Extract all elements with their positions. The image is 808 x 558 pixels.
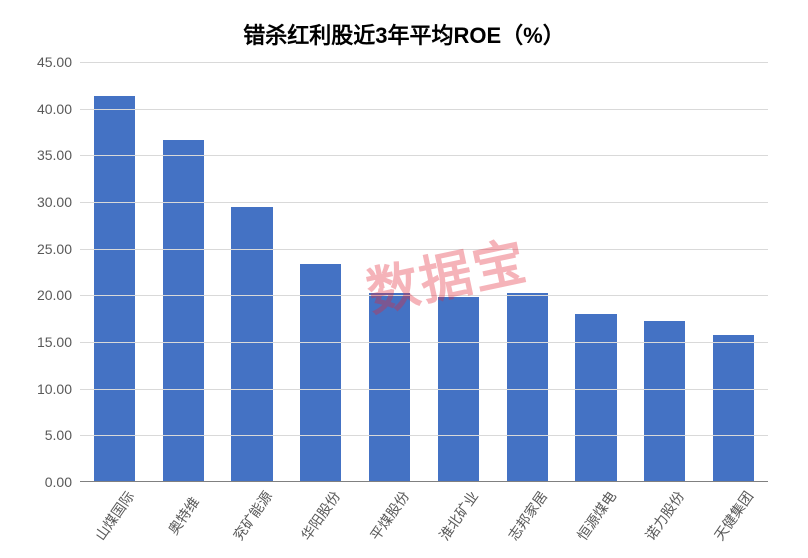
grid-line (80, 389, 768, 390)
x-tick-label: 平煤股份 (362, 482, 418, 550)
grid-line (80, 249, 768, 250)
bar-wrap (493, 62, 562, 482)
bar-wrap (355, 62, 424, 482)
y-axis: 0.005.0010.0015.0020.0025.0030.0035.0040… (30, 62, 80, 482)
bar (300, 264, 341, 482)
y-tick-label: 0.00 (45, 474, 72, 490)
grid-line (80, 295, 768, 296)
x-axis-line (80, 481, 768, 482)
grid-line (80, 109, 768, 110)
x-tick-label: 诺力股份 (637, 482, 693, 550)
bar (163, 140, 204, 482)
bar (713, 335, 754, 482)
bar-wrap (699, 62, 768, 482)
x-tick-label: 志邦家居 (499, 482, 555, 550)
bar (575, 314, 616, 482)
bar-wrap (149, 62, 218, 482)
bar-wrap (562, 62, 631, 482)
x-tick-label: 奥特维 (155, 482, 211, 550)
bar (644, 321, 685, 482)
y-tick-label: 15.00 (37, 334, 72, 350)
y-tick-label: 45.00 (37, 54, 72, 70)
x-tick-label: 淮北矿业 (431, 482, 487, 550)
chart-title: 错杀红利股近3年平均ROE（%） (30, 18, 778, 50)
x-tick-label: 华阳股份 (293, 482, 349, 550)
grid-line (80, 155, 768, 156)
y-tick-label: 25.00 (37, 241, 72, 257)
bar-wrap (424, 62, 493, 482)
y-tick-label: 35.00 (37, 147, 72, 163)
y-tick-label: 40.00 (37, 101, 72, 117)
grid-line (80, 202, 768, 203)
y-tick-label: 5.00 (45, 427, 72, 443)
chart-container: 错杀红利股近3年平均ROE（%） 0.005.0010.0015.0020.00… (0, 0, 808, 558)
x-tick-label: 恒源煤电 (568, 482, 624, 550)
bar-wrap (218, 62, 287, 482)
y-tick-label: 10.00 (37, 381, 72, 397)
x-tick-label: 兖矿能源 (224, 482, 280, 550)
bar-wrap (286, 62, 355, 482)
bar-wrap (80, 62, 149, 482)
bar (94, 96, 135, 482)
y-tick-label: 30.00 (37, 194, 72, 210)
y-tick-label: 20.00 (37, 287, 72, 303)
x-tick-label: 山煤国际 (87, 482, 143, 550)
grid-line (80, 435, 768, 436)
grid-line (80, 62, 768, 63)
grid-line (80, 342, 768, 343)
plot-area: 0.005.0010.0015.0020.0025.0030.0035.0040… (80, 62, 768, 482)
x-tick-label: 天健集团 (706, 482, 762, 550)
x-axis-labels: 山煤国际奥特维兖矿能源华阳股份平煤股份淮北矿业志邦家居恒源煤电诺力股份天健集团 (80, 488, 768, 508)
bar-wrap (630, 62, 699, 482)
bars-row (80, 62, 768, 482)
